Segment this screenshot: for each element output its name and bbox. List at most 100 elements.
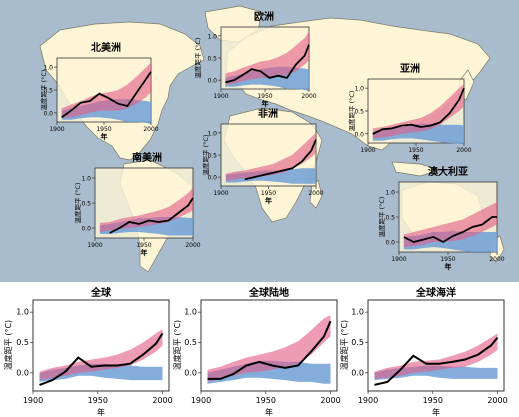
y-tick-label: 0.0 <box>81 226 91 233</box>
combined-forcing-band <box>225 31 309 85</box>
y-axis-label: 温度距平 (°C) <box>73 183 82 224</box>
x-tick-label: 1900 <box>213 93 228 100</box>
x-tick-label: 1950 <box>136 242 151 249</box>
y-tick-label: 0.5 <box>354 109 364 116</box>
x-tick-label: 1900 <box>23 396 43 405</box>
australia-title: 澳大利亚 <box>428 165 468 178</box>
asia-chart: 1900 1950 2000 0.0 0.5 1.0 年 温度距平 (°C) 亚洲 <box>347 63 472 162</box>
y-axis-label: 温度距平 (°C) <box>201 135 210 176</box>
world-map-panel: 1900 1950 2000 0.0 0.5 1.0 年温度距平 (°C) 北美洲 1900 19… <box>0 0 519 282</box>
combined-forcing-band <box>99 188 193 232</box>
x-tick-label: 2000 <box>320 396 340 405</box>
y-tick-label: 0.5 <box>351 338 364 347</box>
x-tick-label: 1900 <box>191 396 211 405</box>
y-axis-label: 温度距平 (°C) <box>347 91 356 132</box>
global-ocean-chart: 1900 1950 2000 0.0 0.5 1.0 年 温度距平 (°C) 全球海洋 <box>339 286 508 417</box>
y-axis-label: 温度距平 (°C) <box>39 70 48 111</box>
x-tick-label: 2000 <box>487 396 507 405</box>
north-america-chart: 1900 1950 2000 0.0 0.5 1.0 年 温度距平 (°C) 北美洲 <box>39 41 159 141</box>
x-axis-label: 年 <box>97 407 105 417</box>
x-tick-label: 1900 <box>391 256 406 263</box>
y-tick-label: 0.5 <box>207 153 217 160</box>
combined-forcing-band <box>374 333 498 379</box>
natural-forcing-band <box>225 168 316 184</box>
observed-line <box>372 87 465 135</box>
y-axis-label: 温度距平 (°C) <box>193 38 202 79</box>
combined-forcing-band <box>372 83 464 139</box>
observed-line <box>374 336 499 386</box>
madagascar-landmass <box>309 179 323 209</box>
x-tick-label: 1900 <box>360 147 375 154</box>
x-axis-label: 年 <box>265 407 273 417</box>
x-tick-label: 1950 <box>440 256 455 263</box>
observed-line <box>403 216 497 244</box>
y-tick-label: 0.0 <box>385 240 395 247</box>
y-tick-label: 1.0 <box>184 308 197 317</box>
y-tick-label: 0.0 <box>354 131 364 138</box>
x-tick-label: 1950 <box>261 190 276 197</box>
observed-line <box>207 320 332 380</box>
europe-chart: 1900 1950 2000 0.0 0.5 1.0 年 温度距平 (°C) 欧洲 <box>193 10 317 108</box>
x-tick-label: 2000 <box>143 126 158 133</box>
y-tick-label: 0.5 <box>385 215 395 222</box>
y-tick-label: 1.0 <box>207 130 217 137</box>
x-axis-label: 年 <box>265 196 272 205</box>
y-tick-label: 0.0 <box>184 368 197 377</box>
x-axis-label: 年 <box>141 248 148 257</box>
x-tick-label: 2000 <box>308 190 323 197</box>
x-tick-label: 2000 <box>185 242 200 249</box>
south-america-chart: 1900 1950 2000 0.0 0.5 1.0 年 温度距平 (°C) 南美洲 <box>73 151 201 257</box>
global-title: 全球 <box>90 286 112 299</box>
y-tick-label: 1.0 <box>351 308 364 317</box>
x-tick-label: 1900 <box>213 190 228 197</box>
combined-forcing-band <box>403 202 497 247</box>
europe-title: 欧洲 <box>254 10 274 23</box>
x-axis-label: 年 <box>445 262 452 271</box>
y-tick-label: 0.0 <box>207 175 217 182</box>
y-tick-label: 1.0 <box>43 65 53 72</box>
indonesia-landmass <box>391 161 442 177</box>
x-tick-label: 1950 <box>88 396 108 405</box>
x-axis-label: 年 <box>101 132 108 141</box>
y-tick-label: 0.5 <box>184 338 197 347</box>
africa-chart: 1900 1950 2000 0.0 0.5 1.0 年 温度距平 (°C) 非洲 <box>201 107 324 205</box>
y-tick-label: 1.0 <box>207 33 217 40</box>
observed-line <box>61 71 152 119</box>
x-tick-label: 2000 <box>152 396 172 405</box>
north-america-title: 北美洲 <box>91 41 121 54</box>
y-tick-label: 0.0 <box>207 78 217 85</box>
africa-title: 非洲 <box>258 107 278 120</box>
y-tick-label: 1.0 <box>385 190 395 197</box>
x-tick-label: 1950 <box>423 396 443 405</box>
observed-line <box>39 332 164 386</box>
x-tick-label: 1900 <box>49 126 64 133</box>
x-axis-label: 年 <box>262 99 269 108</box>
y-axis-label: 温度距平 (°C) <box>3 320 13 370</box>
y-tick-label: 1.0 <box>81 176 91 183</box>
global-land-title: 全球陆地 <box>248 286 289 299</box>
x-tick-label: 1900 <box>358 396 378 405</box>
x-tick-label: 2000 <box>456 147 471 154</box>
y-tick-label: 0.0 <box>16 368 29 377</box>
x-tick-label: 2000 <box>301 93 316 100</box>
x-axis-label: 年 <box>413 153 420 162</box>
y-tick-label: 0.5 <box>207 56 217 63</box>
x-tick-label: 1900 <box>87 242 102 249</box>
y-tick-label: 1.0 <box>354 86 364 93</box>
global-land-chart: 1900 1950 2000 0.0 0.5 1.0 年 温度距平 (°C) 全球陆地 <box>172 286 341 417</box>
observed-line <box>109 197 194 234</box>
y-tick-label: 0.0 <box>43 110 53 117</box>
y-axis-label: 温度距平 (°C) <box>377 197 386 238</box>
y-axis-label: 温度距平 (°C) <box>172 320 182 370</box>
y-axis-label: 温度距平 (°C) <box>339 320 349 370</box>
combined-forcing-band <box>225 132 316 181</box>
observed-line <box>244 139 317 181</box>
x-tick-label: 1950 <box>408 147 423 154</box>
y-tick-label: 1.0 <box>16 308 29 317</box>
y-tick-label: 0.5 <box>43 88 53 95</box>
south-america-title: 南美洲 <box>132 151 162 164</box>
